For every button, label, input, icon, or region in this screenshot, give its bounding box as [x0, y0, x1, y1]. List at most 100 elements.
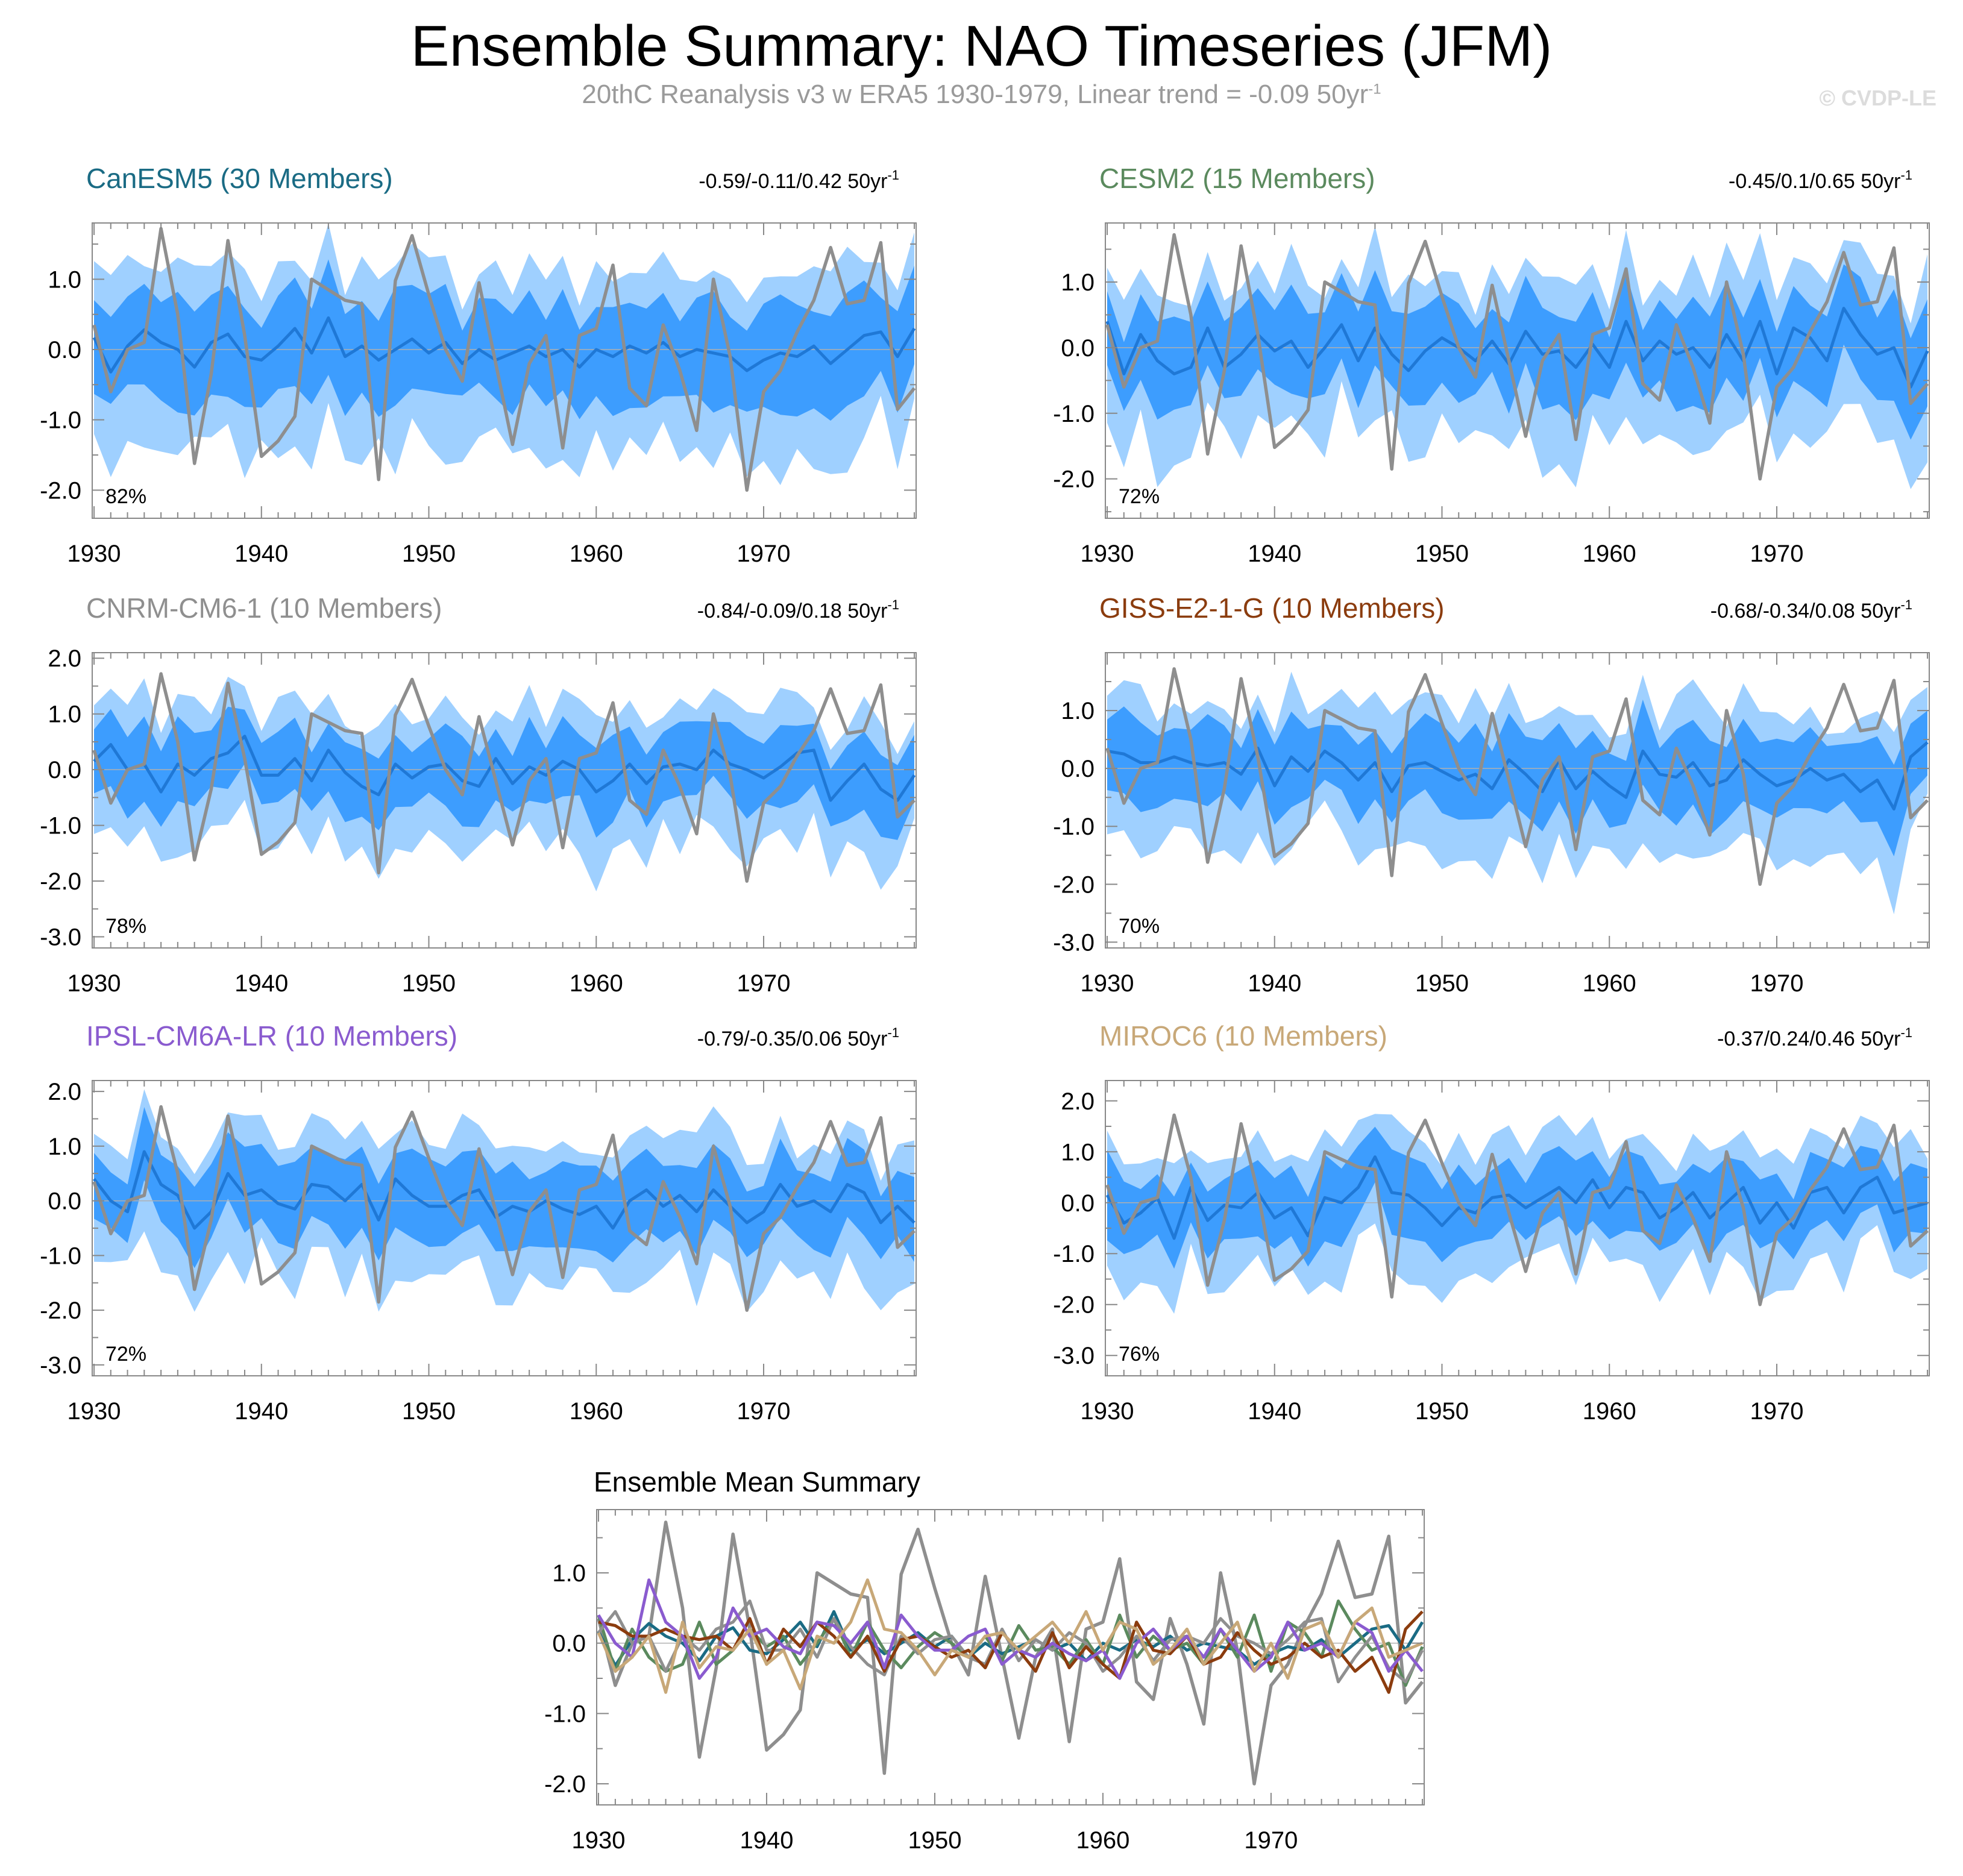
panel-5-xtick-label: 1960 [570, 1398, 623, 1425]
summary-mean-line-6 [597, 1578, 1423, 1694]
panel-4-xtick-label: 1940 [1248, 970, 1301, 997]
panel-1-observed-line [92, 227, 916, 492]
panel-6-xtick-label: 1930 [1081, 1398, 1134, 1425]
panel-6: 1930 1940 1950 1960 1970 2.0 1.0 0.0 -1.0 -2.0 -3.… [1053, 1020, 1930, 1425]
subtitle-superscript: -1 [1368, 81, 1381, 98]
summary-xtick-label: 1970 [1244, 1827, 1298, 1854]
summary-ytick-label: 1.0 [552, 1560, 586, 1587]
panel-3-trend-superscript: -1 [887, 597, 899, 612]
panel-3-ytick-label: -1.0 [40, 813, 81, 839]
panel-2-ytick-label: -1.0 [1053, 401, 1095, 427]
panel-5: 1930 1940 1950 1960 1970 2.0 1.0 0.0 -1.0 -2.0 -3.… [40, 1020, 917, 1425]
panel-4-ensemble-mean-line [1107, 741, 1929, 811]
panel-6-ytick-label: 1.0 [1061, 1139, 1095, 1165]
panel-3-ytick-label: -2.0 [40, 868, 81, 895]
watermark: © CVDP-LE [1819, 86, 1936, 110]
summary-title: Ensemble Mean Summary [594, 1466, 920, 1498]
page-subtitle: 20thC Reanalysis v3 w ERA5 1930-1979, Li… [0, 80, 1963, 110]
panel-2-frame [1105, 222, 1930, 519]
panel-1-ytick-label: 1.0 [48, 266, 81, 293]
panel-3-ytick-label: 1.0 [48, 701, 81, 728]
panel-1-trend-label: -0.59/-0.11/0.42 50yr-1 [699, 168, 899, 193]
summary-xtick-label: 1930 [572, 1827, 626, 1854]
panel-1-model-title: CanESM5 (30 Members) [86, 163, 393, 194]
panel-2-ytick-label: 1.0 [1061, 269, 1095, 296]
panel-2-observed-line [1105, 233, 1929, 481]
panel-2-trend-superscript: -1 [1900, 168, 1912, 183]
panel-2-xtick-label: 1960 [1583, 541, 1636, 567]
panel-6-trend-superscript: -1 [1900, 1025, 1912, 1040]
panel-5-trend-value: -0.79/-0.35/0.06 50yr [697, 1027, 888, 1050]
panel-1-trend-value: -0.59/-0.11/0.42 50yr [699, 170, 887, 193]
panel-1-xtick-label: 1940 [234, 541, 288, 567]
panel-2-ensemble-mean-line [1105, 307, 1929, 389]
panel-1-ytick-label: -1.0 [40, 407, 81, 434]
panel-5-model-title: IPSL-CM6A-LR (10 Members) [86, 1020, 457, 1052]
panel-4-xtick-label: 1970 [1750, 970, 1804, 997]
panel-3-model-title: CNRM-CM6-1 (10 Members) [86, 592, 442, 624]
panel-6-observed-line [1105, 1113, 1929, 1307]
panel-3-frame [92, 652, 917, 949]
panel-3-ytick-label: -3.0 [40, 924, 81, 951]
panel-1-ensemble-mean-line [92, 316, 916, 374]
summary-mean-line-1 [597, 1610, 1424, 1667]
page-title: Ensemble Summary: NAO Timeseries (JFM) [410, 14, 1553, 78]
panel-6-ytick-label: -2.0 [1053, 1292, 1095, 1319]
panel-1-frame [92, 222, 917, 519]
summary-frame [596, 1509, 1425, 1805]
panel-2-xtick-label: 1950 [1415, 541, 1469, 567]
panel-4: 1930 1940 1950 1960 1970 1.0 0.0 -1.0 -2.0 -3.0 GI… [1053, 592, 1930, 997]
panel-5-trend-superscript: -1 [887, 1025, 899, 1040]
panel-4-ytick-label: -1.0 [1053, 814, 1095, 840]
panel-6-ytick-label: -1.0 [1053, 1241, 1095, 1267]
panel-4-observed-line [1105, 667, 1929, 886]
subtitle-text: 20thC Reanalysis v3 w ERA5 1930-1979, Li… [582, 80, 1369, 109]
summary-mean-line-3 [597, 1599, 1424, 1684]
panel-6-ytick-label: 0.0 [1061, 1190, 1095, 1217]
panel-5-observed-line [92, 1105, 916, 1312]
summary-mean-line-5 [597, 1578, 1424, 1680]
panel-3-xtick-label: 1930 [68, 970, 121, 997]
panel-3-xtick-label: 1940 [234, 970, 288, 997]
summary-ytick-label: -2.0 [544, 1771, 586, 1798]
summary-xtick-label: 1950 [908, 1827, 961, 1854]
panel-6-ytick-label: -3.0 [1053, 1343, 1095, 1369]
panel-4-ytick-label: 0.0 [1061, 756, 1095, 782]
panel-5-ytick-label: 1.0 [48, 1134, 81, 1160]
panel-5-ytick-label: -2.0 [40, 1297, 81, 1324]
panel-1-xtick-label: 1950 [402, 541, 456, 567]
summary-observed-line [597, 1520, 1424, 1786]
panel-1-xtick-label: 1960 [570, 541, 623, 567]
panel-1: 1930 1940 1950 1960 1970 1.0 0.0 -1.0 -2.0 CanESM… [40, 163, 917, 567]
panel-3-ensemble-mean-line [93, 735, 916, 802]
panel-4-xtick-label: 1950 [1415, 970, 1469, 997]
panel-5-xtick-label: 1940 [234, 1398, 288, 1425]
summary-panel: 1930 1940 1950 1960 1970 1.0 0.0 -1.0 -2.0 Ensemb… [544, 1466, 1425, 1854]
panel-6-model-title: MIROC6 (10 Members) [1099, 1020, 1387, 1052]
summary-xtick-label: 1940 [740, 1827, 793, 1854]
panel-3-trend-label: -0.84/-0.09/0.18 50yr-1 [697, 597, 899, 623]
panel-4-trend-label: -0.68/-0.34/0.08 50yr-1 [1710, 597, 1912, 623]
panel-3-xtick-label: 1950 [402, 970, 456, 997]
panel-6-xtick-label: 1960 [1583, 1398, 1636, 1425]
panel-4-ytick-label: -2.0 [1053, 871, 1095, 898]
panel-6-xtick-label: 1950 [1415, 1398, 1469, 1425]
panel-6-ensemble-mean-line [1105, 1155, 1928, 1240]
panel-2-ytick-label: -2.0 [1053, 466, 1095, 493]
panel-3-xtick-label: 1970 [737, 970, 791, 997]
panel-1-ytick-label: 0.0 [48, 337, 81, 363]
summary-xtick-label: 1960 [1076, 1827, 1129, 1854]
panel-5-ensemble-mean-line [93, 1150, 916, 1230]
panel-3-ytick-label: 2.0 [48, 645, 81, 672]
panel-5-ytick-label: -1.0 [40, 1243, 81, 1269]
panel-2-xtick-label: 1970 [1750, 541, 1804, 567]
panel-2: 1930 1940 1950 1960 1970 1.0 0.0 -1.0 -2.0 CESM2 … [1053, 163, 1930, 567]
panel-5-ytick-label: 0.0 [48, 1188, 81, 1215]
panel-2-ytick-label: 0.0 [1061, 335, 1095, 362]
panel-5-xtick-label: 1950 [402, 1398, 456, 1425]
panel-4-ytick-label: 1.0 [1061, 698, 1095, 724]
panel-3-observed-line [92, 672, 916, 883]
summary-ytick-label: -1.0 [544, 1701, 586, 1727]
panel-6-ytick-label: 2.0 [1061, 1088, 1095, 1115]
